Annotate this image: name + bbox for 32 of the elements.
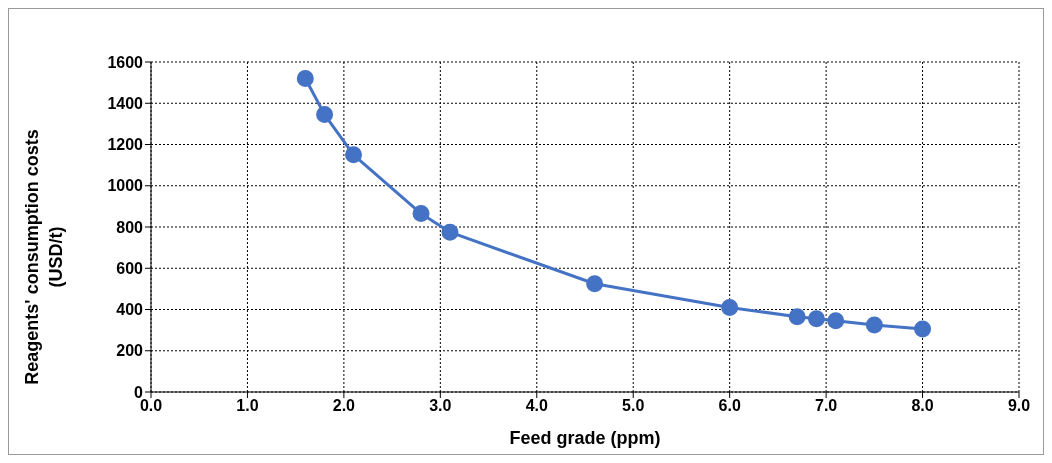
x-tick-label: 7.0 <box>814 397 838 415</box>
x-tick-label: 1.0 <box>236 397 259 415</box>
point <box>807 310 825 328</box>
point <box>914 320 932 338</box>
x-axis-title: Feed grade (ppm) <box>509 428 661 448</box>
y-tick-label: 200 <box>116 342 144 360</box>
point <box>827 312 845 330</box>
x-tick-label: 6.0 <box>718 397 741 415</box>
x-tick-label: 4.0 <box>525 397 548 415</box>
point <box>345 146 363 164</box>
x-tick-label: 9.0 <box>1007 397 1031 415</box>
point <box>586 275 604 293</box>
point <box>865 316 883 334</box>
point <box>721 298 739 316</box>
y-tick-label: 1000 <box>107 177 144 195</box>
point <box>788 308 806 326</box>
point <box>316 106 334 124</box>
y-tick-label: 1600 <box>107 53 144 71</box>
y-axis-title: Reagents' consumption costs (USD/t) <box>22 129 66 385</box>
point <box>441 223 459 241</box>
y-tick-label: 1400 <box>107 94 144 112</box>
point <box>412 205 430 223</box>
x-tick-label: 2.0 <box>332 397 356 415</box>
point <box>296 70 314 87</box>
y-tick-label: 800 <box>116 218 144 236</box>
x-tick-label: 5.0 <box>622 397 645 415</box>
y-tick-label: 400 <box>116 301 144 319</box>
x-tick-label: 0.0 <box>139 397 163 415</box>
x-tick-label: 8.0 <box>911 397 934 415</box>
y-tick-label: 600 <box>116 259 144 277</box>
x-tick-label: 3.0 <box>429 397 452 415</box>
y-tick-label: 1200 <box>107 136 144 154</box>
